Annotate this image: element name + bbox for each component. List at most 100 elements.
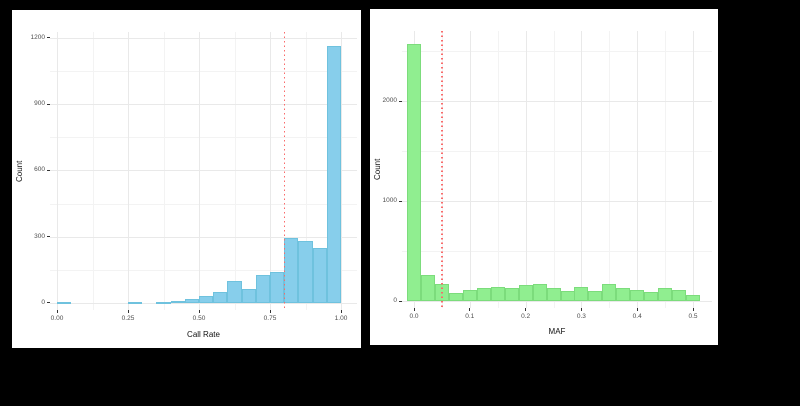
- x-axis-title: Call Rate: [187, 330, 220, 339]
- y-tick-mark: [47, 37, 50, 39]
- minor-gridline-vertical: [497, 31, 499, 308]
- x-tick-mark: [198, 310, 200, 313]
- x-tick-label: 0.00: [50, 315, 64, 322]
- y-tick-label: 2000: [382, 97, 397, 104]
- histogram-bar: [504, 287, 519, 301]
- major-gridline-vertical: [637, 31, 639, 308]
- major-gridline-vertical: [581, 31, 583, 308]
- histogram-bar: [57, 301, 72, 304]
- histogram-bar: [602, 284, 617, 301]
- y-tick-label: 0: [393, 297, 397, 304]
- x-axis-title: MAF: [548, 327, 566, 336]
- x-tick-mark: [636, 308, 638, 311]
- threshold-line: [441, 31, 443, 308]
- y-tick-label: 600: [34, 166, 45, 174]
- histogram-bar: [421, 274, 435, 301]
- minor-gridline-horizontal: [50, 203, 357, 205]
- major-gridline-horizontal: [50, 170, 357, 172]
- y-tick-mark: [399, 200, 402, 202]
- minor-gridline-horizontal: [402, 251, 712, 252]
- histogram-bar: [630, 289, 645, 301]
- histogram-bar: [546, 287, 561, 301]
- major-gridline-horizontal: [402, 301, 712, 302]
- histogram-bar: [227, 280, 242, 303]
- x-tick-mark: [580, 308, 582, 311]
- threshold-line: [283, 32, 285, 310]
- histogram-bar: [241, 289, 256, 303]
- y-tick-mark: [47, 103, 50, 105]
- y-tick-label: 300: [34, 232, 45, 240]
- x-tick-mark: [340, 310, 342, 313]
- histogram-bar: [476, 288, 491, 301]
- x-tick-mark: [269, 310, 271, 313]
- minor-gridline-vertical: [665, 31, 667, 308]
- x-tick-mark: [692, 308, 694, 311]
- histogram-bar: [518, 284, 533, 301]
- y-tick-mark: [399, 100, 402, 102]
- major-gridline-vertical: [199, 32, 200, 310]
- histogram-bar: [462, 289, 477, 301]
- major-gridline-horizontal: [50, 104, 357, 105]
- major-gridline-horizontal: [50, 236, 357, 238]
- y-tick-mark: [399, 300, 402, 302]
- major-gridline-horizontal: [50, 37, 357, 39]
- x-tick-label: 0.2: [521, 313, 531, 320]
- major-gridline-vertical: [693, 31, 694, 308]
- minor-gridline-horizontal: [50, 70, 357, 72]
- histogram-bar: [312, 247, 327, 303]
- x-tick-label: 0.0: [409, 313, 419, 320]
- histogram-bar: [588, 290, 603, 301]
- minor-gridline-vertical: [553, 31, 555, 308]
- x-tick-label: 0.25: [121, 315, 135, 322]
- histogram-bar: [560, 290, 575, 301]
- x-tick-label: 0.3: [576, 313, 586, 320]
- histogram-bar: [255, 275, 270, 303]
- histogram-bar: [270, 272, 285, 303]
- histogram-bar: [326, 45, 341, 303]
- y-tick-mark: [47, 169, 50, 171]
- x-tick-label: 0.75: [263, 315, 277, 322]
- major-gridline-vertical: [128, 32, 129, 310]
- y-tick-label: 1000: [382, 197, 397, 204]
- call-rate-histogram-card: Count Call Rate 0.00 0.25 0.50 0.75 1.00 0 300…: [12, 10, 361, 348]
- histogram-bar: [184, 299, 199, 303]
- x-tick-label: 0.4: [632, 313, 642, 320]
- x-tick-label: 0.50: [192, 315, 206, 322]
- histogram-bar: [574, 286, 589, 301]
- x-tick-mark: [525, 308, 527, 311]
- y-axis-title: Count: [373, 158, 382, 181]
- maf-plot-panel: [402, 31, 712, 308]
- histogram-bar: [658, 287, 673, 301]
- histogram-bar: [156, 301, 171, 304]
- y-tick-label: 1200: [30, 33, 45, 41]
- y-tick-label: 0: [41, 298, 45, 306]
- major-gridline-vertical: [341, 32, 342, 310]
- major-gridline-vertical: [525, 31, 527, 308]
- x-tick-mark: [56, 310, 58, 313]
- y-tick-mark: [47, 236, 50, 238]
- y-tick-label: 900: [34, 100, 45, 107]
- major-gridline-horizontal: [50, 302, 357, 304]
- histogram-bar: [448, 293, 463, 301]
- histogram-bar: [298, 241, 313, 303]
- major-gridline-vertical: [270, 32, 271, 310]
- histogram-bar: [128, 301, 143, 304]
- minor-gridline-vertical: [609, 31, 611, 308]
- major-gridline-vertical: [469, 31, 471, 308]
- histogram-bar: [213, 291, 228, 303]
- x-tick-label: 1.00: [334, 315, 348, 322]
- histogram-bar: [407, 44, 421, 301]
- histogram-bar: [672, 290, 687, 301]
- histogram-bar: [199, 296, 214, 303]
- maf-histogram-card: Count MAF 0.0 0.1 0.2 0.3 0.4 0.5 0 1000 2000: [370, 9, 718, 345]
- histogram-bar: [616, 288, 631, 301]
- major-gridline-horizontal: [402, 201, 712, 202]
- histogram-bar: [170, 301, 185, 304]
- call-rate-plot-panel: [50, 32, 357, 310]
- x-tick-label: 0.5: [688, 313, 698, 320]
- x-tick-mark: [127, 310, 129, 313]
- x-tick-mark: [413, 308, 415, 311]
- major-gridline-vertical: [57, 32, 58, 310]
- x-tick-label: 0.1: [465, 313, 475, 320]
